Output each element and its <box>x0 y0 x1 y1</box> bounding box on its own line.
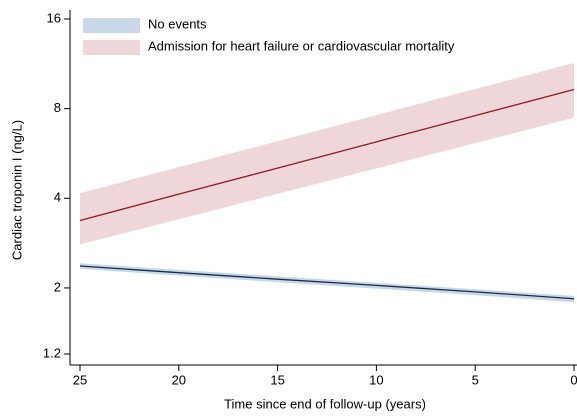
legend-swatch <box>83 18 140 33</box>
x-tick-label: 15 <box>270 372 284 387</box>
x-tick-label: 0 <box>570 372 577 387</box>
trend-line <box>79 265 575 300</box>
confidence-band <box>80 62 574 245</box>
y-tick-label: 1.2 <box>43 345 61 360</box>
legend-label: No events <box>148 16 207 31</box>
trend-line <box>79 88 575 222</box>
y-axis-label: Cardiac troponin I (ng/L) <box>9 120 24 260</box>
y-tick-label: 4 <box>54 190 61 205</box>
y-tick-label: 8 <box>54 100 61 115</box>
x-tick-label: 10 <box>369 372 383 387</box>
legend-label: Admission for heart failure or cardiovas… <box>148 38 455 53</box>
y-tick-label: 16 <box>47 10 61 25</box>
legend-swatch <box>83 40 140 55</box>
x-axis-label: Time since end of follow-up (years) <box>224 396 426 411</box>
x-tick-label: 20 <box>172 372 186 387</box>
y-tick-label: 2 <box>54 279 61 294</box>
x-tick-label: 5 <box>472 372 479 387</box>
x-tick-label: 25 <box>73 372 87 387</box>
